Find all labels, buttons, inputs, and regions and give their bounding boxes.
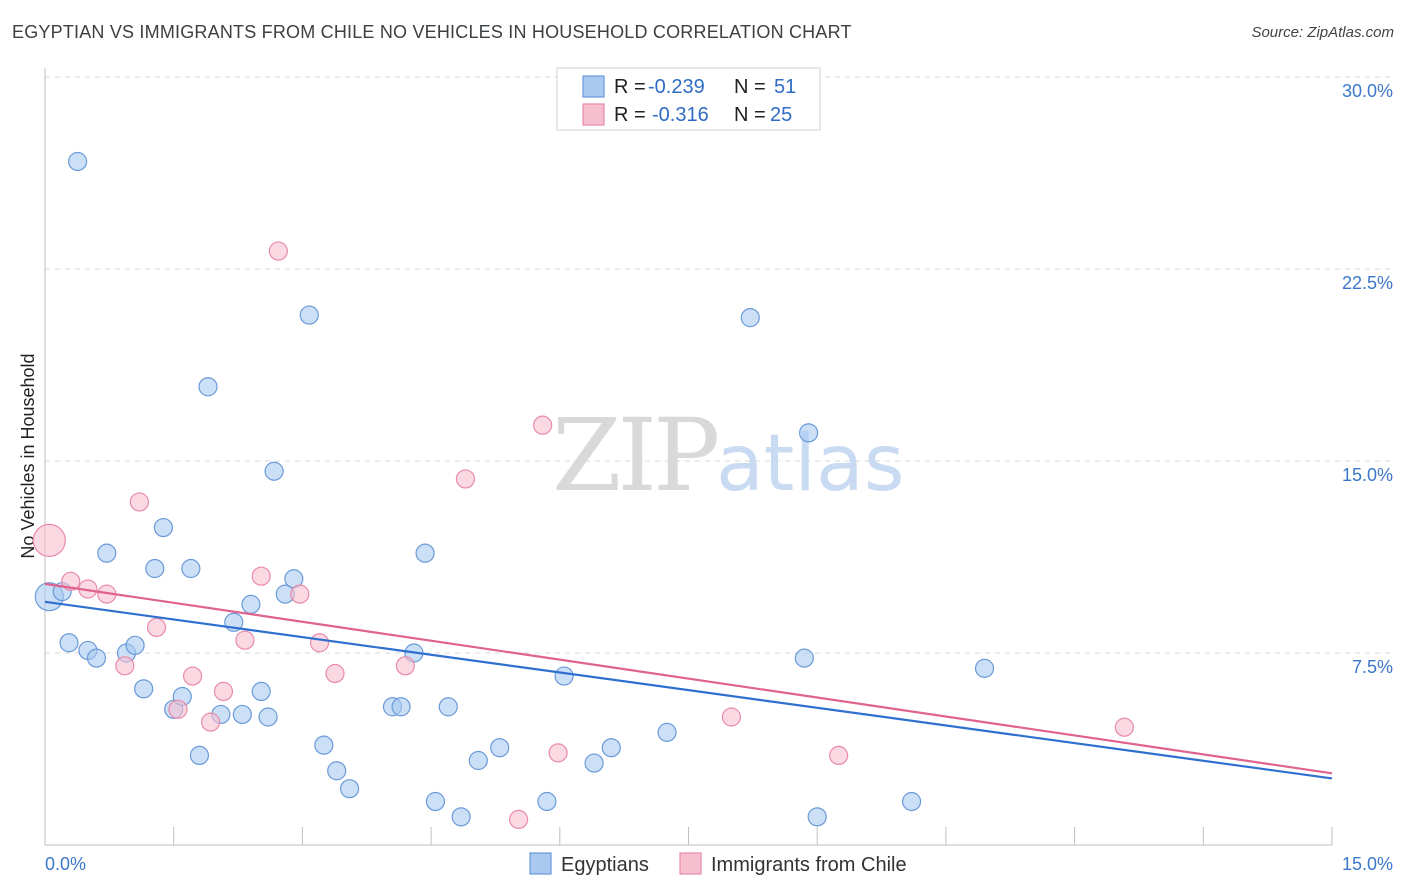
data-point-egyptians — [601, 738, 621, 758]
data-point-egyptians — [198, 377, 218, 397]
data-point-egyptians — [425, 791, 445, 812]
data-point-egyptians — [125, 635, 145, 655]
data-point-chile — [395, 656, 415, 676]
data-point-egyptians — [807, 807, 827, 827]
data-point-egyptians — [339, 779, 360, 799]
data-point-chile — [548, 743, 568, 763]
data-point-egyptians — [740, 308, 760, 328]
data-point-chile — [268, 241, 288, 261]
data-point-egyptians — [251, 681, 271, 702]
regression-line-chile — [44, 582, 1333, 775]
data-point-egyptians — [181, 558, 201, 579]
data-point-chile — [168, 699, 188, 719]
data-point-egyptians — [584, 753, 604, 773]
data-point-chile — [509, 809, 529, 830]
data-point-egyptians — [438, 697, 458, 717]
data-point-chile — [309, 633, 330, 653]
data-point-egyptians — [901, 791, 922, 812]
legend-n-value-2: 25 — [770, 104, 792, 126]
data-point-chile — [721, 707, 742, 727]
legend-swatch-chile — [582, 103, 605, 126]
data-point-chile — [32, 523, 66, 557]
data-point-egyptians — [794, 648, 814, 668]
data-point-egyptians — [554, 666, 574, 686]
bottom-legend: Egyptians Immigrants from Chile — [529, 852, 907, 876]
legend-r-label-1: R = — [614, 76, 646, 98]
data-point-egyptians — [299, 305, 319, 325]
data-point-egyptians — [241, 594, 261, 614]
data-point-chile — [182, 666, 203, 686]
chart-title: EGYPTIAN VS IMMIGRANTS FROM CHILE NO VEH… — [12, 22, 852, 42]
data-point-egyptians — [145, 558, 165, 579]
chart-source: Source: ZipAtlas.com — [1251, 24, 1394, 41]
data-point-egyptians — [314, 735, 334, 755]
x-tick-label-max: 15.0% — [1342, 854, 1393, 874]
data-point-chile — [829, 745, 849, 766]
watermark-zip: ZIP — [552, 397, 717, 514]
bottom-legend-label-egyptians: Egyptians — [561, 854, 649, 876]
legend-n-label-1: N = — [734, 76, 766, 98]
data-point-egyptians — [974, 658, 995, 678]
legend-r-label-2: R = — [614, 104, 646, 126]
points-layer — [32, 151, 1134, 830]
y-tick-label: 30.0% — [1342, 81, 1393, 101]
data-point-egyptians — [799, 423, 819, 443]
legend-n-value-1: 51 — [774, 76, 796, 98]
data-point-egyptians — [468, 750, 488, 771]
data-point-egyptians — [59, 633, 79, 653]
data-point-chile — [129, 492, 149, 512]
data-point-chile — [290, 584, 310, 604]
data-point-egyptians — [657, 722, 677, 742]
data-point-egyptians — [415, 543, 435, 563]
bottom-legend-swatch-egyptians — [529, 852, 552, 875]
axis-layer — [44, 68, 1333, 846]
data-point-chile — [325, 663, 345, 684]
data-point-chile — [146, 617, 167, 638]
regression-layer — [44, 582, 1333, 780]
data-point-egyptians — [490, 738, 510, 758]
x-tick-label-min: 0.0% — [45, 854, 86, 874]
data-point-egyptians — [86, 648, 107, 668]
data-point-chile — [235, 630, 255, 650]
data-point-egyptians — [391, 697, 411, 717]
x-tick-labels: 0.0% 15.0% — [45, 854, 1393, 874]
data-point-chile — [200, 712, 221, 732]
data-point-chile — [1114, 717, 1134, 737]
data-point-chile — [533, 415, 553, 435]
data-point-chile — [251, 566, 271, 586]
data-point-egyptians — [327, 761, 347, 781]
data-point-egyptians — [264, 461, 284, 481]
y-tick-label: 22.5% — [1342, 273, 1393, 293]
data-point-egyptians — [153, 517, 174, 538]
legend-r-value-1: -0.239 — [648, 76, 705, 98]
data-point-chile — [213, 681, 234, 702]
legend-swatch-egyptians — [582, 75, 605, 98]
data-point-chile — [455, 469, 476, 489]
grid-layer — [45, 76, 1392, 654]
legend-n-label-2: N = — [734, 104, 766, 126]
regression-line-egyptians — [44, 600, 1333, 780]
y-tick-labels: 7.5% 15.0% 22.5% 30.0% — [1342, 81, 1393, 677]
y-tick-label: 15.0% — [1342, 465, 1393, 485]
data-point-egyptians — [537, 791, 557, 812]
y-tick-label: 7.5% — [1352, 657, 1393, 677]
bottom-legend-label-chile: Immigrants from Chile — [711, 854, 907, 876]
data-point-egyptians — [451, 807, 471, 827]
data-point-chile — [61, 571, 81, 591]
stats-legend: R = -0.239 N = 51 R = -0.316 N = 25 — [556, 67, 821, 131]
watermark: ZIP atlas — [552, 397, 905, 514]
y-axis-label: No Vehicles in Household — [18, 353, 38, 558]
data-point-egyptians — [189, 745, 210, 766]
data-point-egyptians — [97, 543, 117, 563]
data-point-egyptians — [258, 707, 278, 727]
data-point-chile — [115, 656, 135, 676]
legend-r-value-2: -0.316 — [652, 104, 709, 126]
data-point-egyptians — [68, 151, 88, 172]
data-point-egyptians — [232, 704, 252, 725]
bottom-legend-swatch-chile — [679, 852, 702, 875]
data-point-egyptians — [134, 679, 154, 699]
